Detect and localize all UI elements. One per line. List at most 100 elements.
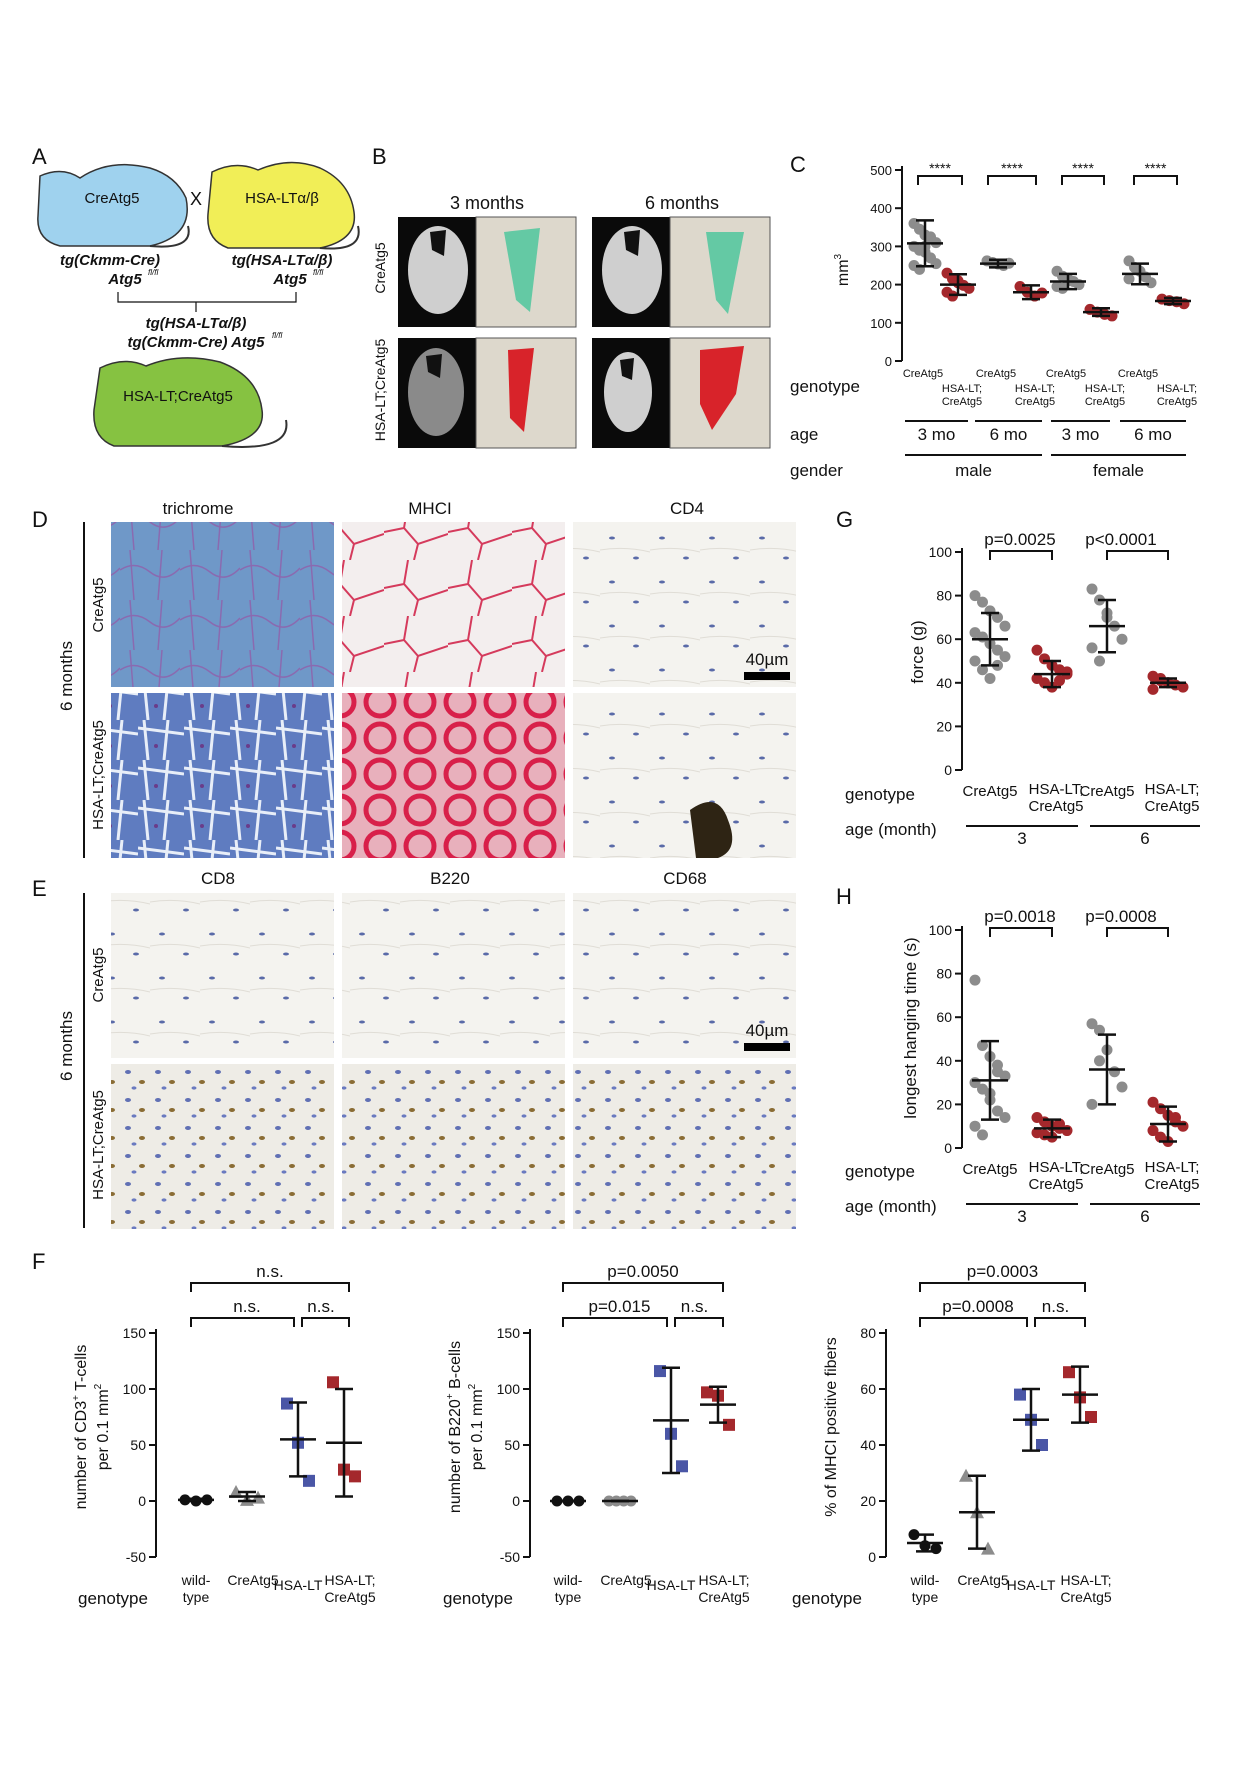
c-genotype-tick: HSA-LT;	[1157, 383, 1197, 395]
genotype1-line1: tg(Ckmm-Cre)	[60, 252, 160, 269]
d-img-mhci-tg	[342, 693, 565, 858]
cross-bracket	[117, 292, 297, 312]
f1-bracket-top	[190, 1282, 350, 1292]
genotype3-line2: tg(Ckmm-Cre) Atg5	[128, 334, 266, 351]
e-img-b220-ctrl	[342, 893, 565, 1058]
c-gender-tick: male	[955, 461, 992, 480]
mouse-hsalt-creatg5: HSA-LT;CreAtg5	[93, 357, 288, 448]
f2-g3-point	[701, 1386, 713, 1399]
g-g2-point	[1116, 633, 1128, 645]
f1-p-top: n.s.	[256, 1262, 283, 1281]
f1-cat: wild-	[181, 1572, 211, 1588]
f3-tick-label: 80	[860, 1325, 876, 1341]
panel-letter-h: H	[836, 884, 852, 909]
f3-p-right: n.s.	[1042, 1297, 1069, 1316]
f3-cat: CreAtg5	[957, 1572, 1009, 1588]
f2-genotype-label: genotype	[443, 1589, 513, 1608]
f3-g0-point	[908, 1529, 920, 1541]
f2-bracket-left	[562, 1317, 668, 1327]
f3-tick-label: 60	[860, 1381, 876, 1397]
d-col-trichrome: trichrome	[163, 499, 234, 518]
h-genotype-tick: CreAtg5	[962, 1161, 1017, 1178]
f3-bracket-left	[919, 1317, 1028, 1327]
f3-ylabel: % of MHCI positive fibers	[823, 1337, 840, 1517]
panel-f3: % of MHCI positive fibers genotype 0 20 40…	[792, 1262, 1112, 1608]
d-cd4-infiltrate	[690, 802, 733, 858]
c-tick-label: 100	[870, 316, 892, 331]
f3-g2-point	[1014, 1388, 1026, 1401]
f1-tick-label: 50	[130, 1437, 146, 1453]
c-stars: ****	[1001, 160, 1023, 176]
f2-p-top: p=0.0050	[607, 1262, 678, 1281]
f2-p-right: n.s.	[681, 1297, 708, 1316]
g-genotype-label: genotype	[845, 785, 915, 804]
f3-g3-point	[1063, 1366, 1075, 1379]
h-g2-point	[1086, 1018, 1098, 1030]
g-sig-bracket	[1106, 550, 1169, 560]
g-sig-bracket	[989, 550, 1053, 560]
c-sig-bracket	[1061, 175, 1105, 185]
c-g6-point	[1145, 277, 1157, 289]
c-genotype-tick: HSA-LT;	[942, 383, 982, 395]
c-age-tick: 3 mo	[918, 425, 956, 444]
panel-f: F number of CD3+ T-cells per 0.1 mm2 gen…	[32, 1249, 1112, 1608]
f1-p-left: n.s.	[233, 1297, 260, 1316]
f1-g1-point	[229, 1485, 243, 1499]
h-p1: p=0.0018	[984, 907, 1055, 926]
f3-genotype-label: genotype	[792, 1589, 862, 1608]
d-row-creatg5: CreAtg5	[90, 577, 107, 632]
g-g2-point	[1086, 642, 1098, 654]
d-img-trichrome-ctrl	[111, 522, 334, 687]
panel-d: D trichrome MHCI CD4 6 months CreAtg5 HS…	[32, 499, 796, 858]
h-g2-point	[1116, 1081, 1128, 1093]
g-g3-point	[1147, 683, 1159, 695]
panel-letter-g: G	[836, 507, 853, 532]
f2-g2-point	[676, 1460, 688, 1473]
c-g0-point	[925, 231, 936, 243]
g-g1-point	[1054, 675, 1065, 687]
h-genotype-tick: HSA-LT;	[1029, 1159, 1084, 1176]
panel-a: A CreAtg5 X HSA-LTα/β tg(Ckmm-Cre) Atg5 …	[32, 144, 360, 448]
c-gender-label: gender	[790, 461, 843, 480]
c-gender-tick: female	[1093, 461, 1144, 480]
h-g3-point	[1147, 1125, 1159, 1137]
c-genotype-tick: CreAtg5	[1085, 396, 1125, 408]
f1-g2-point	[281, 1397, 293, 1410]
f2-bracket-right	[674, 1317, 724, 1327]
c-genotype-tick: CreAtg5	[1157, 396, 1197, 408]
f2-ylabel-line2: per 0.1 mm2	[467, 1383, 486, 1470]
c-y-axis: 0 100 200 300 400 500	[870, 163, 903, 369]
col-6-months: 6 months	[645, 193, 719, 213]
h-g2-point	[1086, 1098, 1098, 1110]
c-sig-bracket	[987, 175, 1037, 185]
h-tick-label: 0	[944, 1140, 952, 1156]
f3-tick-label: 40	[860, 1437, 876, 1453]
mri-6mo-tg	[592, 337, 771, 449]
f3-bracket-right	[1034, 1317, 1086, 1327]
mouse-hsalt: HSA-LTα/β	[207, 161, 360, 250]
f2-tick-label: 50	[504, 1437, 520, 1453]
g-p2: p<0.0001	[1085, 530, 1156, 549]
g-g0-point	[999, 620, 1011, 632]
c-tick-label: 0	[885, 354, 892, 369]
f2-tick-label: 150	[497, 1325, 521, 1341]
col-3-months: 3 months	[450, 193, 524, 213]
f2-tick-label: 0	[512, 1493, 520, 1509]
c-genotype-label: genotype	[790, 377, 860, 396]
c-ylabel: mm3	[833, 253, 852, 286]
f1-g3-point	[349, 1470, 361, 1483]
c-age-label: age	[790, 425, 818, 444]
f2-cat: type	[555, 1589, 582, 1605]
h-g1-point	[1054, 1118, 1065, 1130]
h-g3-point	[1177, 1120, 1189, 1132]
g-tick-label: 60	[936, 631, 952, 647]
d-img-trichrome-tg	[111, 693, 334, 858]
g-g0-point	[984, 672, 996, 684]
c-stars: ****	[929, 160, 951, 176]
c-tick-label: 200	[870, 278, 892, 293]
panel-letter-c: C	[790, 152, 806, 177]
h-g2-point	[1094, 1055, 1105, 1067]
h-tick-label: 40	[936, 1053, 952, 1069]
e-img-b220-tg	[342, 1064, 565, 1229]
